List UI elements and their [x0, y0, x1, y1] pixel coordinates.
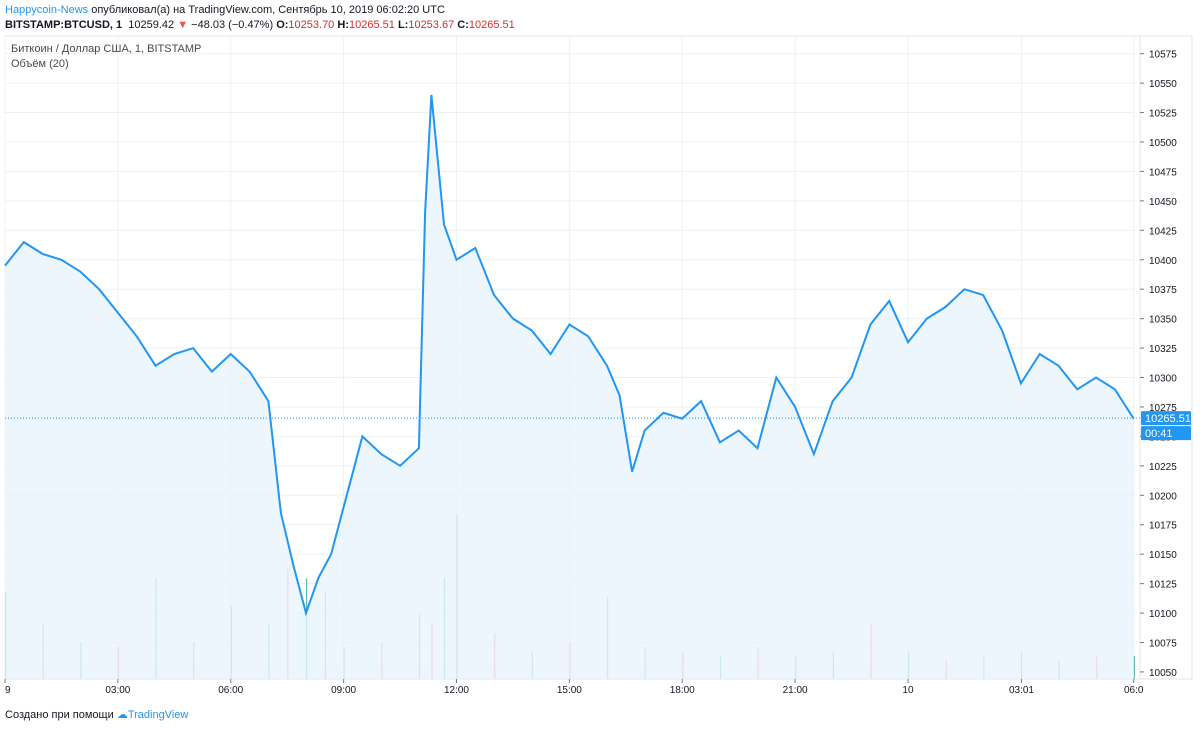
last-price: 10259.42: [128, 19, 175, 31]
low-label: L:: [397, 19, 409, 31]
y-tick-label: 10350: [1149, 315, 1177, 326]
tradingview-brand[interactable]: TradingView: [127, 709, 189, 721]
series-title: Биткоин / Доллар США, 1, BITSTAMP: [11, 43, 202, 55]
y-axis-ticks: 10050 10075 10100 10125 10150 10175 10200 10225…: [1140, 50, 1177, 679]
y-tick-label: 10225: [1149, 462, 1177, 473]
tradingview-logo-icon: ☁: [116, 709, 128, 721]
chart-legend: Биткоин / Доллар США, 1, BITSTAMP Объём …: [11, 42, 201, 72]
high-label: H:: [337, 19, 349, 31]
footer: Создано при помощи ☁TradingView: [5, 708, 188, 721]
volume-bar: [1133, 656, 1135, 679]
y-tick-label: 10575: [1149, 50, 1177, 61]
x-tick-label: 21:00: [783, 685, 808, 696]
price-area-fill: [5, 94, 1134, 679]
y-tick-label: 10475: [1149, 167, 1177, 178]
x-tick-label: 03:00: [105, 685, 130, 696]
header-line-1: Happycoin-News опубликовал(а) на Trading…: [5, 4, 445, 16]
price-change: −48.03 (−0.47%): [191, 19, 274, 31]
price-axis: [1139, 35, 1193, 680]
close-label: C:: [457, 19, 469, 31]
y-tick-label: 10425: [1149, 226, 1177, 237]
low-value: 10253.67: [408, 19, 455, 31]
y-tick-label: 10275: [1149, 403, 1177, 414]
author-link[interactable]: Happycoin-News: [5, 4, 89, 16]
x-tick-label: 09:00: [331, 685, 356, 696]
y-tick-label: 10300: [1149, 374, 1177, 385]
x-tick-label: 9: [5, 685, 11, 696]
y-tick-label: 10100: [1149, 609, 1177, 620]
y-tick-label: 10525: [1149, 109, 1177, 120]
price-line: [4, 94, 1135, 617]
close-value: 10265.51: [468, 19, 515, 31]
y-tick-label: 10450: [1149, 197, 1177, 208]
current-price-badge: 10265.51 00:41: [1141, 411, 1191, 441]
symbol-label: BITSTAMP:BTCUSD, 1: [5, 19, 123, 31]
countdown-label: 00:41: [1145, 428, 1173, 440]
open-label: O:: [276, 19, 289, 31]
x-tick-label: 03:01: [1009, 685, 1034, 696]
y-tick-label: 10175: [1149, 521, 1177, 532]
y-tick-label: 10375: [1149, 285, 1177, 296]
x-tick-label: 15:00: [557, 685, 582, 696]
high-value: 10265.51: [348, 19, 395, 31]
volume-title: Объём (20): [11, 58, 69, 70]
open-value: 10253.70: [288, 19, 335, 31]
x-tick-label: 18:00: [670, 685, 695, 696]
y-tick-label: 10400: [1149, 256, 1177, 267]
x-tick-label: 06:0: [1124, 685, 1144, 696]
created-text: Создано при помощи: [5, 709, 114, 721]
y-tick-label: 10325: [1149, 344, 1177, 355]
current-price-label: 10265.51: [1145, 413, 1191, 425]
y-tick-label: 10125: [1149, 580, 1177, 591]
y-tick-label: 10075: [1149, 638, 1177, 649]
published-text: опубликовал(а) на TradingView.com, Сентя…: [91, 4, 445, 16]
x-tick-label: 10: [902, 685, 914, 696]
y-tick-label: 10200: [1149, 491, 1177, 502]
down-arrow-icon: ▼: [177, 19, 189, 31]
y-tick-label: 10500: [1149, 138, 1177, 149]
y-tick-label: 10150: [1149, 550, 1177, 561]
y-tick-label: 10050: [1149, 668, 1177, 679]
y-tick-label: 10550: [1149, 79, 1177, 90]
x-tick-label: 06:00: [218, 685, 243, 696]
x-tick-label: 12:00: [444, 685, 469, 696]
x-axis-ticks: 9 03:00 06:00 09:00 12:00 15:00 18:00 21:00 10 03…: [4, 679, 1144, 696]
header-line-2: BITSTAMP:BTCUSD, 1 10259.42 ▼ −48.03 (−0…: [5, 19, 515, 31]
